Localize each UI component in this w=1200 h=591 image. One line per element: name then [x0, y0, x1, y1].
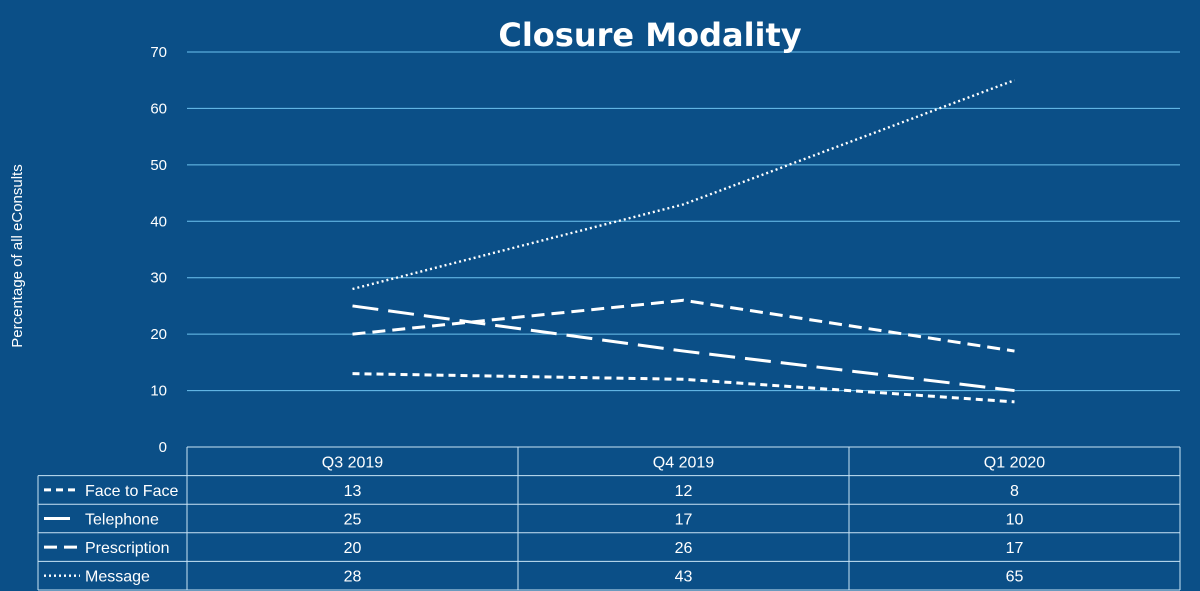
series-line-face-to-face — [352, 372, 1015, 404]
y-axis-ticks: 0 10 20 30 40 50 60 70 — [150, 44, 167, 456]
legend-label: Prescription — [85, 540, 169, 557]
data-label: 20 — [344, 540, 362, 557]
x-tick-label: Q1 2020 — [984, 454, 1045, 471]
data-label: 17 — [1006, 540, 1024, 557]
y-tick-label: 50 — [150, 157, 167, 174]
legend-label: Telephone — [85, 512, 159, 529]
data-label: 12 — [675, 483, 693, 500]
gridlines — [187, 51, 1180, 392]
y-tick-label: 30 — [150, 270, 167, 287]
y-tick-label: 60 — [150, 100, 167, 117]
data-label: 65 — [1006, 569, 1024, 586]
x-tick-label: Q3 2019 — [322, 454, 383, 471]
data-table: Q3 2019 Q4 2019 Q1 2020 Face to Face 13 12 8 Te… — [37, 446, 1181, 591]
data-label: 17 — [675, 512, 693, 529]
data-label: 28 — [344, 569, 362, 586]
y-tick-label: 10 — [150, 383, 167, 400]
data-label: 8 — [1010, 483, 1019, 500]
legend-label: Message — [85, 569, 150, 586]
data-label: 26 — [675, 540, 693, 557]
data-label: 13 — [344, 483, 362, 500]
series-line-message — [352, 79, 1015, 291]
y-tick-label: 20 — [150, 326, 167, 343]
x-tick-label: Q4 2019 — [653, 454, 714, 471]
series-line-prescription — [352, 298, 1015, 353]
y-tick-label: 70 — [150, 44, 167, 61]
series-line-telephone — [352, 304, 1015, 393]
data-label: 10 — [1006, 512, 1024, 529]
legend-label: Face to Face — [85, 483, 178, 500]
data-label: 25 — [344, 512, 362, 529]
chart-title: Closure Modality — [498, 16, 801, 54]
y-tick-label: 40 — [150, 213, 167, 230]
data-label: 43 — [675, 569, 693, 586]
y-tick-label: 0 — [159, 439, 167, 456]
y-axis-label: Percentage of all eConsults — [9, 164, 26, 347]
series-lines — [352, 79, 1015, 404]
